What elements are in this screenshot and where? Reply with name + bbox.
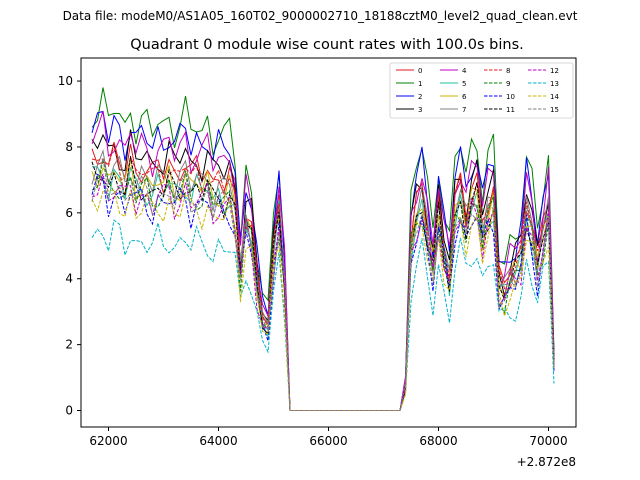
y-tick-label: 8 bbox=[65, 140, 73, 154]
legend-label-0: 0 bbox=[418, 67, 422, 75]
legend-label-6: 6 bbox=[462, 93, 467, 101]
legend-label-2: 2 bbox=[418, 93, 422, 101]
series-layer bbox=[91, 87, 555, 411]
y-tick-label: 10 bbox=[58, 74, 73, 88]
y-tick-label: 4 bbox=[65, 272, 73, 286]
legend-label-5: 5 bbox=[462, 80, 466, 88]
filename-label: Data file: modeM0/AS1A05_160T02_90000027… bbox=[63, 9, 578, 23]
y-axis: 0 2 4 6 8 10 bbox=[58, 74, 81, 418]
chart-title: Quadrant 0 module wise count rates with … bbox=[130, 37, 524, 53]
legend-label-4: 4 bbox=[462, 67, 467, 75]
legend-label-11: 11 bbox=[506, 106, 515, 114]
series-line-15 bbox=[91, 158, 555, 411]
legend-label-8: 8 bbox=[506, 67, 510, 75]
legend-label-13: 13 bbox=[550, 80, 559, 88]
x-offset-label: +2.872e8 bbox=[517, 455, 576, 469]
legend-label-1: 1 bbox=[418, 80, 422, 88]
legend-label-3: 3 bbox=[418, 106, 422, 114]
series-line-14 bbox=[91, 189, 555, 411]
plot-area bbox=[81, 58, 576, 427]
legend-label-9: 9 bbox=[506, 80, 510, 88]
legend-label-14: 14 bbox=[550, 93, 559, 101]
y-tick-label: 2 bbox=[65, 338, 73, 352]
x-tick-label: 68000 bbox=[419, 434, 457, 448]
x-tick-label: 70000 bbox=[529, 434, 567, 448]
legend-label-10: 10 bbox=[506, 93, 515, 101]
legend-label-15: 15 bbox=[550, 106, 559, 114]
x-tick-label: 66000 bbox=[309, 434, 347, 448]
series-line-13 bbox=[91, 219, 555, 411]
y-tick-label: 6 bbox=[65, 206, 73, 220]
legend-label-7: 7 bbox=[462, 106, 466, 114]
series-line-11 bbox=[91, 156, 555, 411]
legend-label-12: 12 bbox=[550, 67, 559, 75]
x-tick-label: 62000 bbox=[89, 434, 127, 448]
x-tick-label: 64000 bbox=[199, 434, 237, 448]
x-axis: 62000 64000 66000 68000 70000 bbox=[89, 427, 568, 448]
y-tick-label: 0 bbox=[65, 404, 73, 418]
legend-box bbox=[389, 62, 574, 119]
